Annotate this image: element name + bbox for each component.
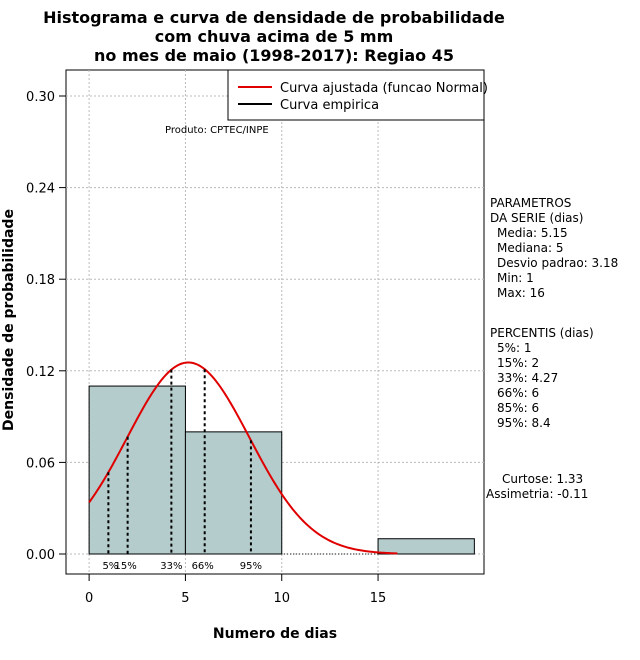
chart-title-line-2: com chuva acima de 5 mm (154, 27, 394, 46)
normal-curve (88, 361, 398, 555)
y-tick-label: 0.18 (26, 273, 55, 288)
percentile-label-3: 66% (192, 561, 214, 572)
y-tick-label: 0.30 (26, 90, 55, 105)
param-media: Media: 5.15 (497, 226, 568, 240)
percentis-header: PERCENTIS (dias) (490, 326, 594, 340)
x-tick-label: 0 (85, 591, 93, 606)
legend-box (227, 69, 485, 121)
percentil-95: 95%: 8.4 (497, 416, 551, 430)
legend-label-empirical: Curva empirica (280, 98, 379, 113)
histogram-bar-3 (377, 538, 475, 555)
percentile-label-2: 33% (160, 561, 182, 572)
parametros-panel: PARAMETROS DA SERIE (dias) Media: 5.15 M… (490, 196, 618, 301)
x-axis-label: Numero de dias (212, 626, 338, 642)
y-axis-label: Densidade de probabilidade (1, 209, 17, 431)
x-tick-label: 15 (370, 591, 387, 606)
percentil-66: 66%: 6 (497, 386, 540, 400)
param-max: Max: 16 (497, 286, 545, 300)
histogram-bar-1 (184, 431, 283, 555)
y-tick-label: 0.00 (26, 548, 55, 563)
x-tick-label: 5 (181, 591, 189, 606)
y-tick-label: 0.12 (26, 365, 55, 380)
param-desvio: Desvio padrao: 3.18 (497, 256, 619, 270)
param-mediana: Mediana: 5 (497, 241, 564, 255)
percentil-5: 5%: 1 (497, 341, 532, 355)
source-annotation: Produto: CPTEC/INPE (165, 125, 269, 136)
percentile-lines: 5%15% 33% 66% 95% (102, 369, 262, 572)
percentile-label-4: 95% (240, 561, 262, 572)
parametros-header-line-2: DA SERIE (dias) (490, 211, 584, 225)
axes: 0 5 10 15 0.00 0.06 0.12 0.18 0.24 0.30 (26, 90, 386, 606)
param-min: Min: 1 (497, 271, 534, 285)
chart-title-line-3: no mes de maio (1998-2017): Regiao 45 (94, 46, 454, 65)
percentile-label-1: 15% (115, 561, 137, 572)
normal-curve-group (88, 361, 398, 555)
legend-label-normal: Curva ajustada (funcao Normal) (280, 81, 488, 96)
y-tick-label: 0.06 (26, 456, 55, 471)
percentil-33: 33%: 4.27 (497, 371, 559, 385)
legend: Curva ajustada (funcao Normal) Curva emp… (227, 69, 488, 121)
curtose-text: Curtose: 1.33 (502, 472, 584, 486)
percentil-15: 15%: 2 (497, 356, 540, 370)
percentile-label-0: 5% (102, 561, 118, 572)
percentil-85: 85%: 6 (497, 401, 540, 415)
y-tick-label: 0.24 (26, 182, 55, 197)
percentis-panel: PERCENTIS (dias) 5%: 1 15%: 2 33%: 4.27 … (490, 326, 594, 431)
assimetria-text: Assimetria: -0.11 (486, 487, 589, 501)
parametros-header-line-1: PARAMETROS (490, 196, 572, 210)
histogram-bar-0 (88, 385, 186, 555)
chart-title-line-1: Histograma e curva de densidade de proba… (43, 8, 505, 27)
histogram-bars (88, 385, 475, 555)
x-tick-label: 10 (273, 591, 290, 606)
